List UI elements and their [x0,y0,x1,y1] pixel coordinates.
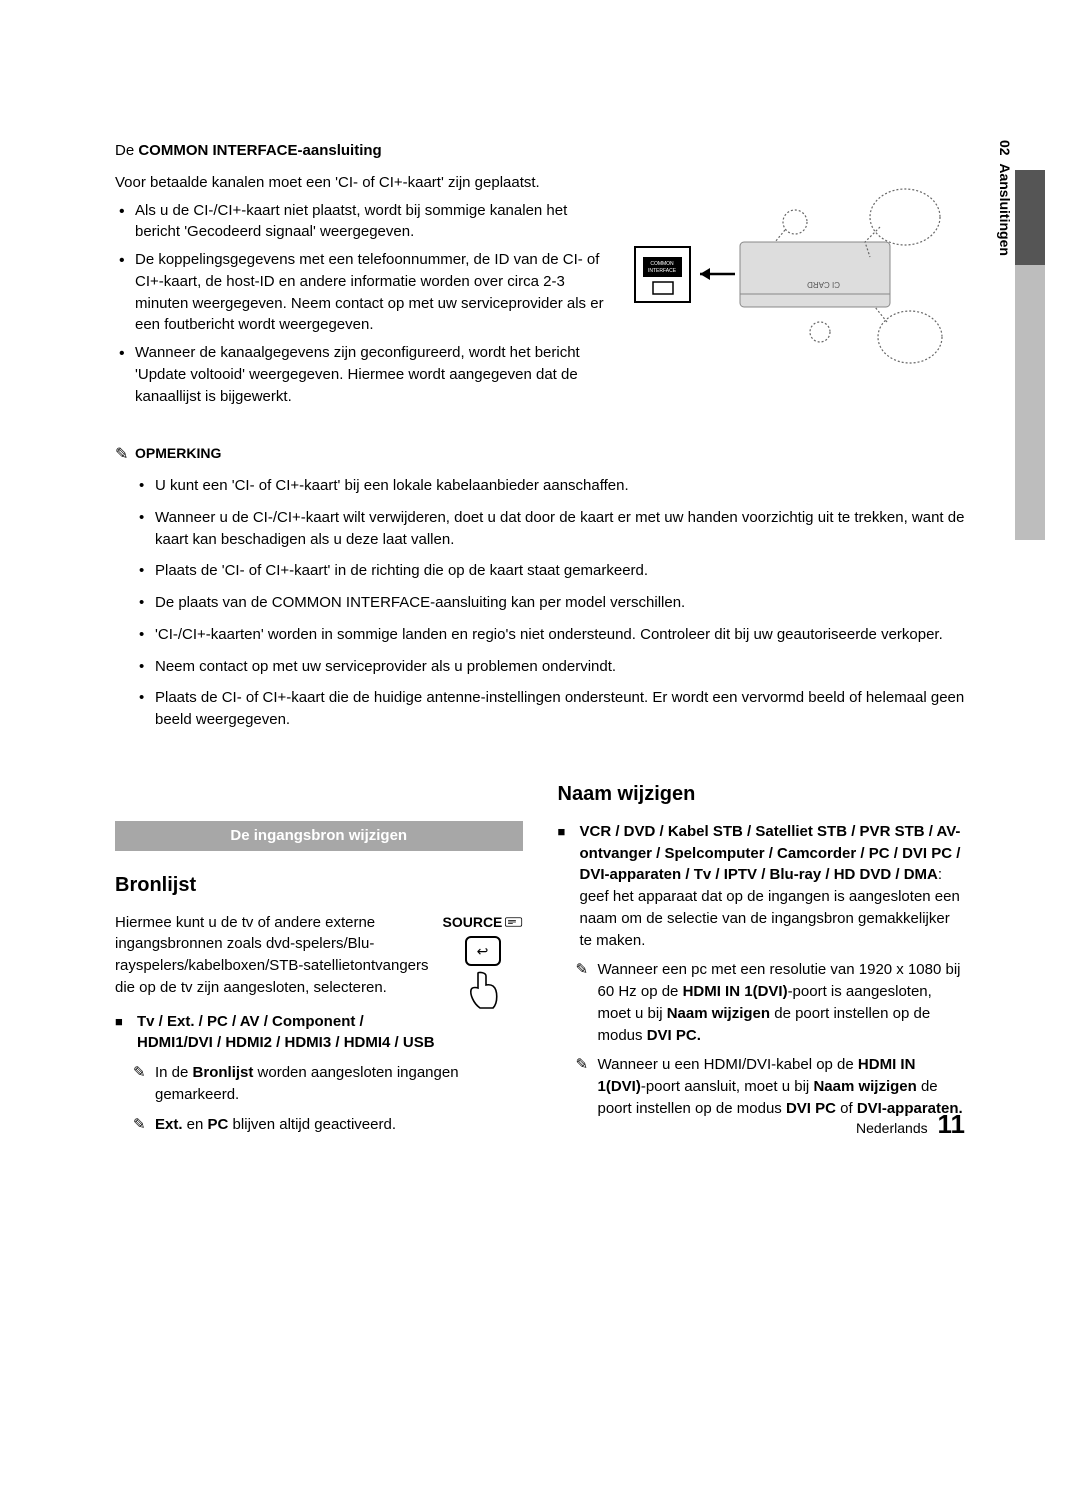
bronlijst-heading: Bronlijst [115,871,523,900]
ci-bullet-list: Als u de CI-/CI+-kaart niet plaatst, wor… [115,200,605,408]
note-item: U kunt een 'CI- of CI+-kaart' bij een lo… [155,475,965,497]
chapter-title: Aansluitingen [997,163,1013,256]
tip-item: In de Bronlijst worden aangesloten ingan… [155,1062,523,1106]
page-footer: Nederlands 11 [856,1106,965,1144]
naam-tips: Wanneer een pc met een resolutie van 192… [558,959,966,1119]
chapter-number: 02 [997,140,1013,156]
side-tab-label: 02 Aansluitingen [995,140,1015,256]
chapter-side-tab: 02 Aansluitingen [985,140,1015,540]
source-options: Tv / Ext. / PC / AV / Component / HDMI1/… [137,1011,523,1055]
ci-card-illustration: COMMON INTERFACE CI CARD [625,182,965,372]
naam-heading: Naam wijzigen [558,780,966,809]
note-icon: ✎ [115,443,128,466]
side-tab-dark-block [1015,170,1045,265]
ci-bullet: Wanneer de kanaalgegevens zijn geconfigu… [135,342,605,407]
page-number: 11 [938,1109,966,1139]
source-button-box: ↩ [465,936,501,966]
note-item: Plaats de CI- of CI+-kaart die de huidig… [155,687,965,731]
ci-section: De COMMON INTERFACE-aansluiting Voor bet… [115,140,965,413]
note-item: Neem contact op met uw serviceprovider a… [155,656,965,678]
note-title: OPMERKING [135,445,221,461]
note-item: 'CI-/CI+-kaarten' worden in sommige land… [155,624,965,646]
left-column: De ingangsbron wijzigen Bronlijst SOURCE… [115,776,523,1144]
note-header: ✎ OPMERKING [115,443,965,465]
ci-heading-pre: De [115,142,138,159]
note-list: U kunt een 'CI- of CI+-kaart' bij een lo… [115,475,965,731]
ci-heading: De COMMON INTERFACE-aansluiting [115,140,605,162]
slot-label-line1: COMMON [650,261,674,267]
naam-list: VCR / DVD / Kabel STB / Satelliet STB / … [558,821,966,952]
footer-language: Nederlands [856,1120,928,1136]
ci-diagram: COMMON INTERFACE CI CARD [625,140,965,413]
tip-item: Ext. en PC blijven altijd geactiveerd. [155,1114,523,1136]
note-item: De plaats van de COMMON INTERFACE-aanslu… [155,592,965,614]
ci-heading-bold: COMMON INTERFACE [138,142,297,159]
manual-page: 02 Aansluitingen De COMMON INTERFACE-aan… [0,0,1080,1203]
tip-item: Wanneer een pc met een resolutie van 192… [598,959,966,1046]
hand-press-icon [458,968,508,1013]
ci-heading-post: -aansluiting [298,142,382,159]
note-item: Plaats de 'CI- of CI+-kaart' in de richt… [155,560,965,582]
source-key-icon [505,916,522,928]
section-banner: De ingangsbron wijzigen [115,821,523,851]
ci-text-column: De COMMON INTERFACE-aansluiting Voor bet… [115,140,605,413]
ci-bullet: De koppelingsgegevens met een telefoonnu… [135,249,605,336]
card-label: CI CARD [807,280,840,289]
right-column: Naam wijzigen VCR / DVD / Kabel STB / Sa… [558,776,966,1144]
note-item: Wanneer u de CI-/CI+-kaart wilt verwijde… [155,507,965,551]
naam-device-list: VCR / DVD / Kabel STB / Satelliet STB / … [580,821,966,952]
bronlijst-sources: Tv / Ext. / PC / AV / Component / HDMI1/… [115,1011,523,1055]
ci-intro: Voor betaalde kanalen moet een 'CI- of C… [115,172,605,194]
ci-bullet: Als u de CI-/CI+-kaart niet plaatst, wor… [135,200,605,244]
bronlijst-tips: In de Bronlijst worden aangesloten ingan… [115,1062,523,1135]
source-button-label: SOURCE [443,912,523,932]
slot-label-line2: INTERFACE [648,268,677,274]
source-button-illustration: SOURCE ↩ [443,912,523,1020]
side-tab-light-block [1015,265,1045,540]
bottom-columns: De ingangsbron wijzigen Bronlijst SOURCE… [115,776,965,1144]
